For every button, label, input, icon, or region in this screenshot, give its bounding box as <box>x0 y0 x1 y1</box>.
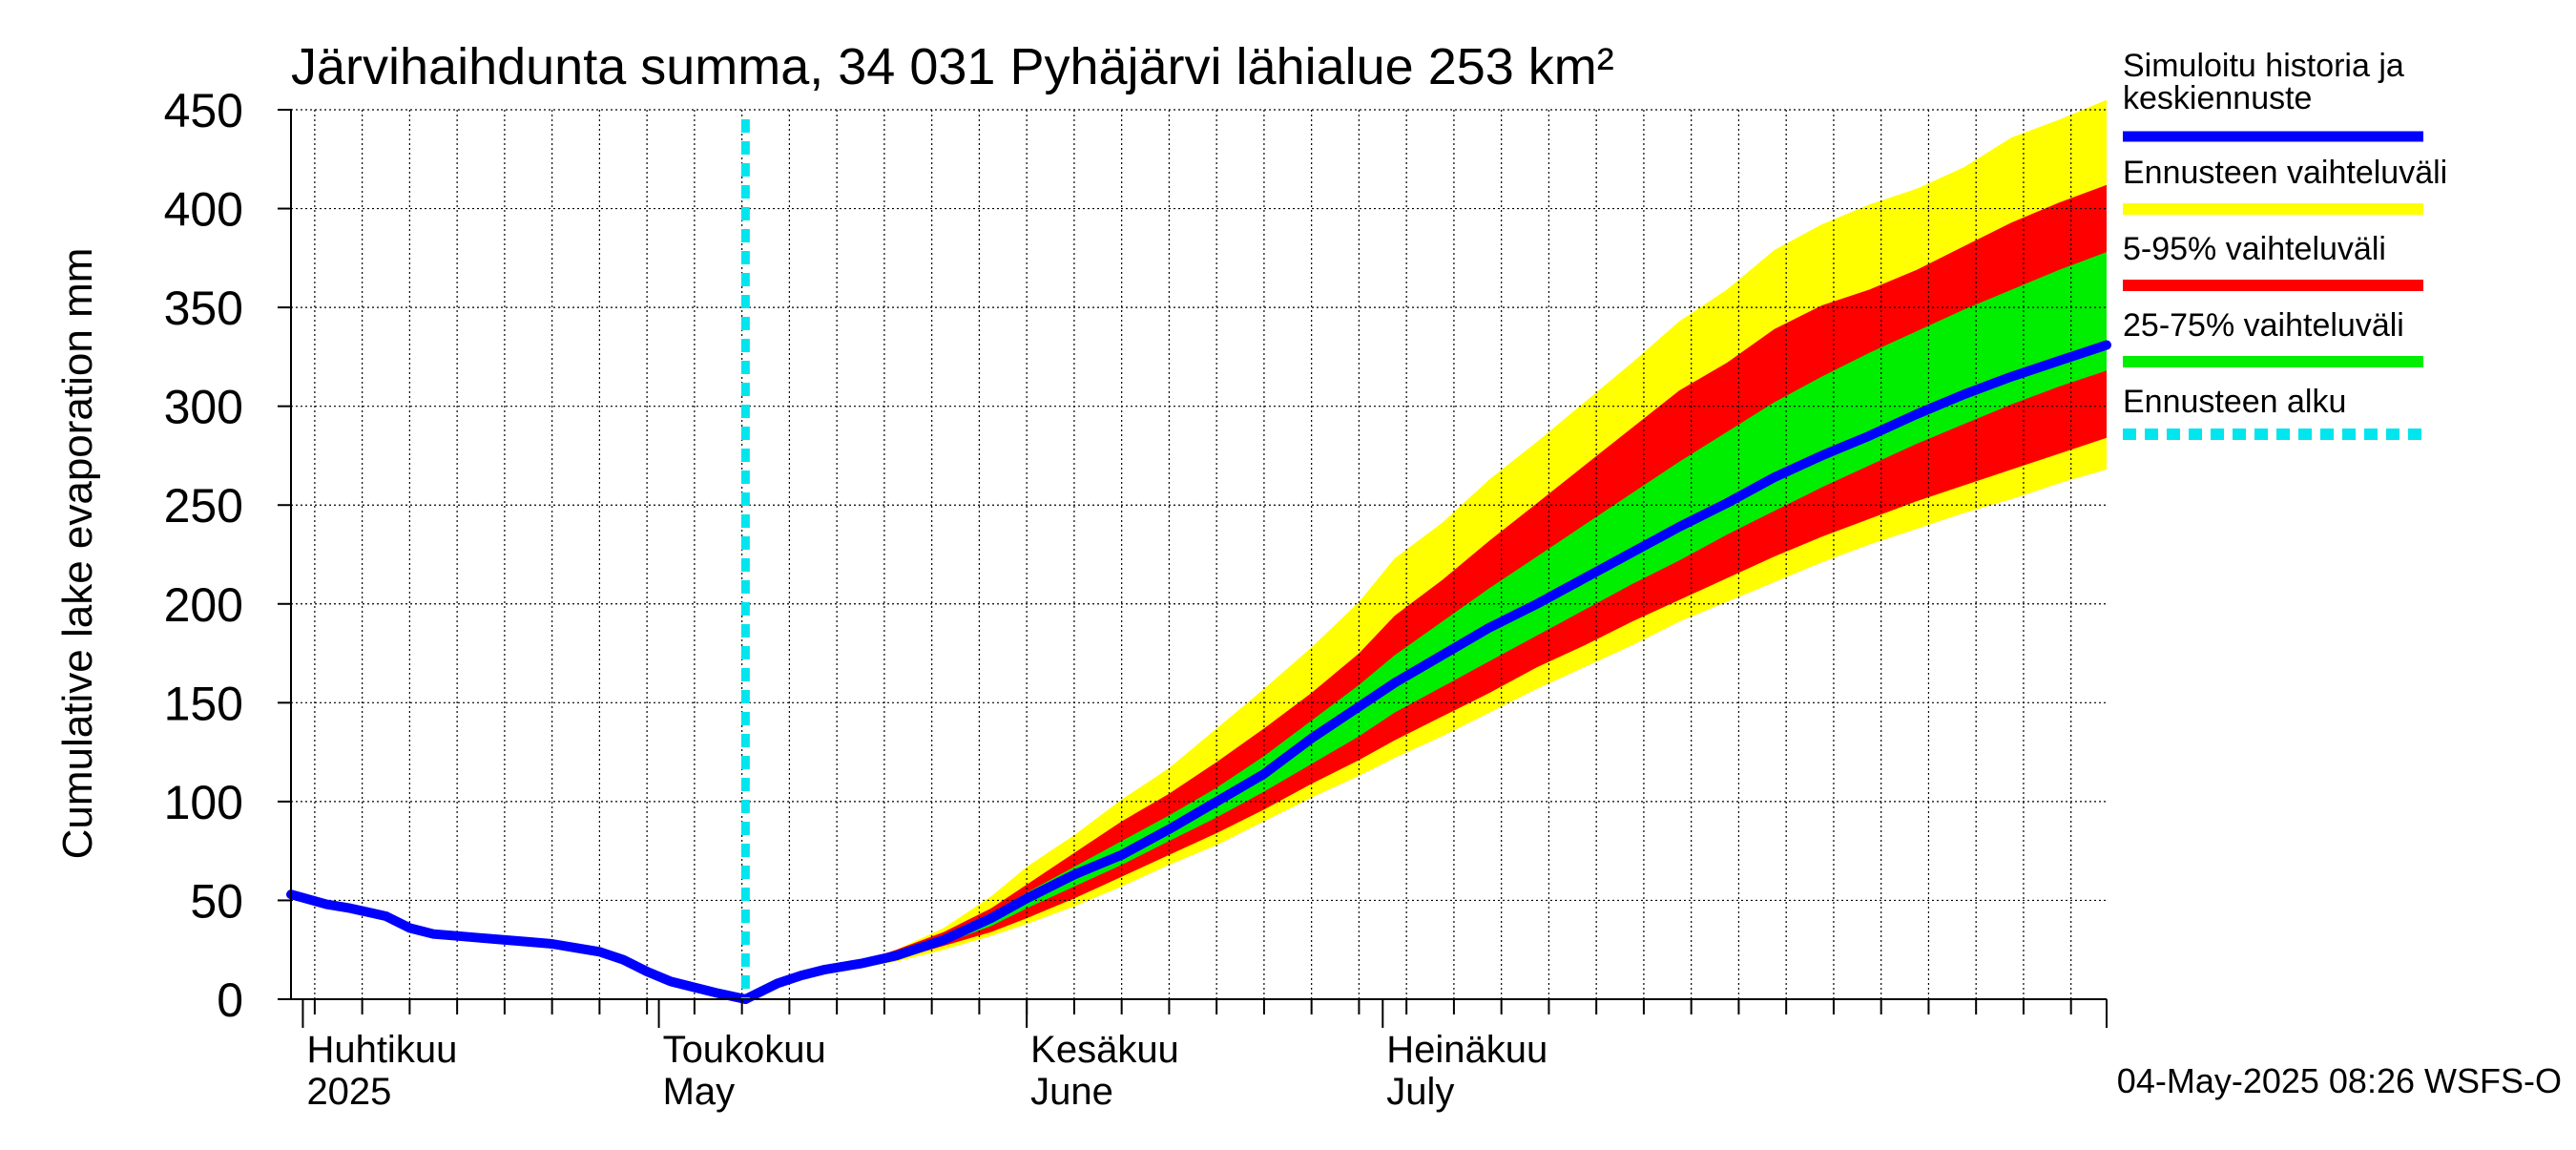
band-5-95-vaihteluv-li <box>745 184 2107 999</box>
legend-item: Ennusteen alku <box>2123 384 2423 440</box>
y-tick-label: 300 <box>164 381 243 434</box>
month-label-fi: Toukokuu <box>663 1029 826 1071</box>
y-axis-label: Cumulative lake evaporation mm <box>54 248 101 860</box>
legend-label: Ennusteen alku <box>2123 384 2346 420</box>
month-label-fi: Huhtikuu <box>306 1029 457 1071</box>
median-forecast-line <box>740 340 2111 1004</box>
legend-label: 25-75% vaihteluväli <box>2123 307 2404 344</box>
y-tick-label: 200 <box>164 578 243 632</box>
chart-title: Järvihaihdunta summa, 34 031 Pyhäjärvi l… <box>291 38 1614 95</box>
y-tick-label: 400 <box>164 183 243 237</box>
y-tick-label: 50 <box>190 874 243 928</box>
legend-item: Ennusteen vaihteluväli <box>2123 155 2447 215</box>
y-tick-label: 250 <box>164 479 243 533</box>
y-tick-label: 450 <box>164 84 243 137</box>
legend-label: 5-95% vaihteluväli <box>2123 231 2386 267</box>
band-25-75-vaihteluv-li <box>745 252 2107 1000</box>
y-tick-label: 100 <box>164 776 243 829</box>
legend-item: 25-75% vaihteluväli <box>2123 307 2423 367</box>
month-label-fi: Heinäkuu <box>1386 1029 1548 1071</box>
legend-label: Ennusteen vaihteluväli <box>2123 155 2447 191</box>
y-tick-label: 150 <box>164 677 243 730</box>
band-ennusteen-vaihteluv-li <box>745 99 2107 1000</box>
month-label-en: June <box>1030 1071 1113 1113</box>
legend-label: Simuloitu historia ja keskiennuste <box>2123 48 2404 116</box>
month-label-en: May <box>663 1071 736 1113</box>
footer-timestamp: 04-May-2025 08:26 WSFS-O <box>2117 1061 2562 1100</box>
month-label-en: July <box>1386 1071 1454 1113</box>
legend-item: 5-95% vaihteluväli <box>2123 231 2423 291</box>
month-label-fi: Kesäkuu <box>1030 1029 1179 1071</box>
y-tick-label: 350 <box>164 282 243 335</box>
y-tick-label: 0 <box>217 973 243 1027</box>
history-line <box>286 889 751 1004</box>
legend-item: Simuloitu historia ja keskiennuste <box>2123 48 2423 142</box>
month-label-en: 2025 <box>306 1071 391 1113</box>
